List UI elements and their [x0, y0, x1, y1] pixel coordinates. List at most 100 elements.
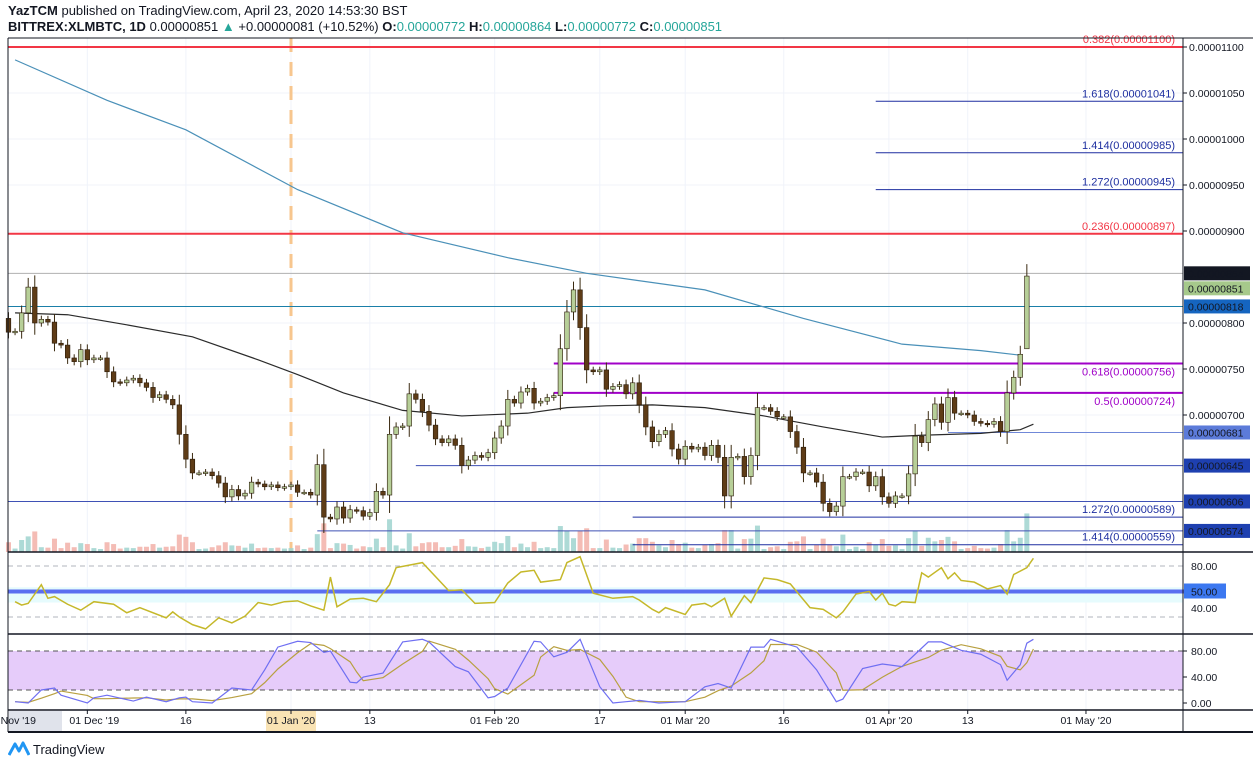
stoch-d-line: [15, 640, 1034, 703]
time-label: 01 May '20: [1060, 715, 1111, 727]
candle: [58, 342, 64, 346]
volume-bar: [170, 546, 176, 552]
candle: [327, 516, 334, 520]
volume-bar: [860, 549, 866, 552]
candle: [623, 384, 629, 395]
candle: [393, 426, 399, 435]
time-axis[interactable]: 01 Nov '19 01 Dec '19 16 01 Jan '20 13 01 Feb…: [0, 710, 1112, 731]
volume-bar: [163, 546, 169, 552]
candle: [781, 416, 787, 419]
open-value: 0.00000772: [396, 19, 466, 34]
candle: [603, 369, 609, 390]
volume-bar: [58, 548, 64, 552]
candle: [97, 357, 104, 360]
volume-bar: [991, 547, 997, 552]
volume-bar: [216, 545, 222, 552]
volume-bar: [380, 547, 386, 552]
candle: [373, 491, 380, 513]
rsi-value-tag: [1184, 583, 1226, 599]
candle: [774, 411, 780, 418]
volume-bar: [511, 547, 517, 552]
volume-bar: [603, 539, 609, 552]
symbol-name[interactable]: BITTREX:XLMBTC, 1D: [8, 19, 146, 34]
volume-bar: [235, 545, 241, 552]
candle: [544, 397, 550, 402]
candle: [84, 349, 90, 361]
publisher-name[interactable]: YazTCM: [8, 3, 58, 18]
volume-bar: [117, 548, 123, 552]
candle: [492, 437, 498, 454]
time-label: 01 Apr '20: [865, 715, 912, 727]
volume-bar: [748, 538, 754, 552]
candle: [472, 455, 478, 461]
candle: [905, 473, 912, 497]
candle: [137, 377, 143, 384]
pinned-date-bg: [9, 711, 62, 731]
price-label: 0.00001050: [1189, 88, 1245, 100]
up-triangle-icon: ▲: [221, 19, 235, 34]
volume-bar: [676, 544, 682, 552]
volume-bar: [840, 534, 846, 552]
candle: [919, 435, 925, 443]
volume-bar: [288, 548, 294, 552]
moving-averages: [14, 59, 1034, 438]
price-label: 0.00001000: [1189, 134, 1245, 146]
stoch-k-line: [15, 638, 1034, 704]
volume-bar: [708, 544, 714, 552]
volume-bar: [669, 540, 675, 552]
volume-bar: [51, 538, 57, 552]
candle: [938, 403, 945, 423]
volume-bar: [183, 536, 189, 552]
rsi-axis-label: 80.00: [1191, 561, 1217, 573]
volume-bar: [373, 538, 379, 552]
volume-bar: [157, 547, 163, 552]
volume-bar: [728, 530, 734, 552]
volume-bar: [347, 544, 353, 552]
candle: [531, 388, 537, 404]
volume-bar: [130, 548, 136, 552]
volume-bar: [794, 541, 800, 552]
volume-bar: [649, 541, 655, 552]
volume-bar: [531, 541, 537, 552]
candle: [682, 445, 688, 460]
highlighted-date-bg: [266, 711, 316, 731]
candle: [662, 430, 669, 435]
price-tag-label: 0.00000645: [1188, 461, 1244, 473]
candle: [432, 424, 439, 440]
volume-bar: [465, 546, 471, 552]
candle: [754, 407, 761, 456]
tradingview-logo[interactable]: TradingView: [8, 741, 105, 757]
time-label: 17: [594, 715, 606, 727]
candle: [71, 357, 77, 362]
volume-bar: [419, 543, 425, 552]
time-label: 16: [778, 715, 790, 727]
volume-bar: [518, 543, 524, 552]
volume-bar: [571, 538, 577, 552]
volume-bar: [1011, 541, 1017, 552]
candle: [748, 455, 754, 477]
volume-bar: [899, 549, 905, 552]
candle: [761, 407, 767, 410]
price-axis[interactable]: 0.00001100 0.00001050 0.00001000 0.00000950…: [1183, 42, 1250, 710]
volume-bar: [998, 544, 1004, 552]
volume-bar: [761, 549, 767, 552]
price-tag-label: 0.00000574: [1188, 526, 1244, 538]
candle: [925, 419, 931, 443]
volume-bar: [91, 548, 97, 552]
level-label: 1.272(0.00000945): [1082, 177, 1175, 189]
candle: [51, 321, 58, 344]
volume-bar: [814, 544, 820, 552]
candle: [124, 379, 130, 384]
volume-bar: [557, 526, 563, 552]
rsi-axis-label: 40.00: [1191, 603, 1217, 615]
price-tag-label: 0.00000681: [1188, 427, 1244, 439]
volume-bar: [189, 542, 195, 552]
candle: [446, 438, 452, 443]
volume-bar: [452, 545, 458, 552]
horizontal-levels[interactable]: 0.382(0.00001100) 1.618(0.00001041) 1.414(…: [8, 34, 1183, 546]
candle: [616, 384, 623, 387]
publish-info: YazTCM published on TradingView.com, Apr…: [8, 3, 407, 18]
volume-bar: [439, 547, 445, 552]
candle: [768, 407, 774, 412]
